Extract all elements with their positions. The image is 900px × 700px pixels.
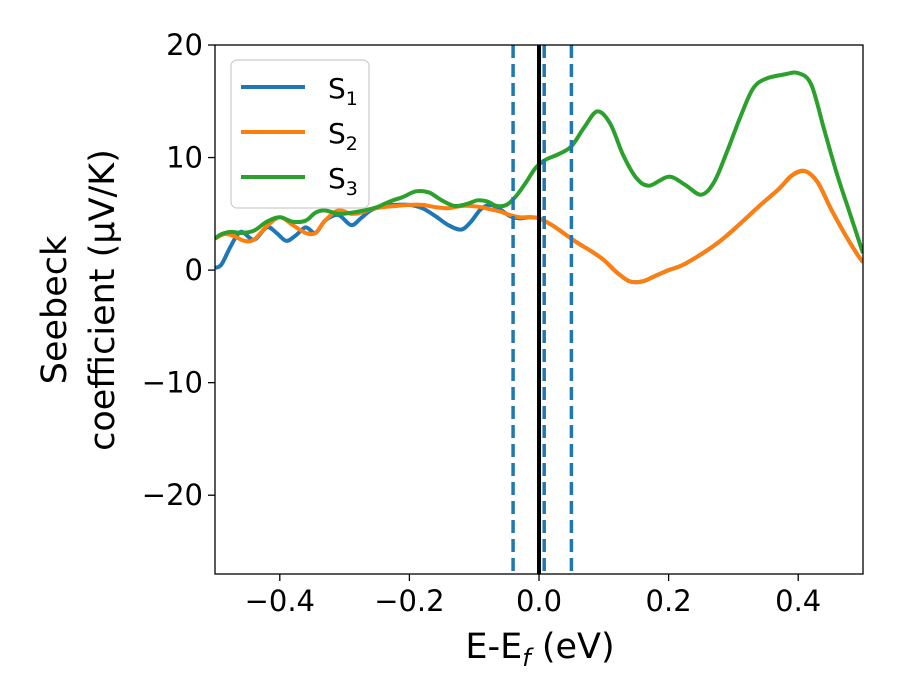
series-line-s2 (215, 168, 863, 285)
series-line-s3 (215, 70, 863, 254)
legend-label-s1: S1 (328, 72, 358, 110)
x-tick-label: 0.0 (516, 584, 562, 618)
y-axis-label-line2: coefficient (μV/K) (83, 149, 123, 451)
x-axis-label: E-Ef (eV) (465, 627, 614, 672)
y-tick-label: 20 (166, 28, 203, 62)
y-tick-label: 0 (185, 253, 203, 287)
y-axis-label-line1: Seebeck (35, 235, 75, 384)
y-tick-label: −20 (142, 478, 203, 512)
y-tick-label: −10 (142, 366, 203, 400)
x-tick-label: −0.4 (245, 584, 315, 618)
x-tick-label: 0.4 (775, 584, 821, 618)
legend-label-s3: S3 (328, 162, 358, 200)
plot-area: −0.4 −0.2 0.0 0.2 0.4 −20 −10 0 10 20 (142, 28, 864, 618)
x-tick-label: 0.2 (646, 584, 692, 618)
x-tick-label: −0.2 (374, 584, 444, 618)
legend: S1 S2 S3 (230, 59, 370, 209)
y-tick-label: 10 (166, 141, 203, 175)
legend-label-s2: S2 (328, 117, 358, 155)
